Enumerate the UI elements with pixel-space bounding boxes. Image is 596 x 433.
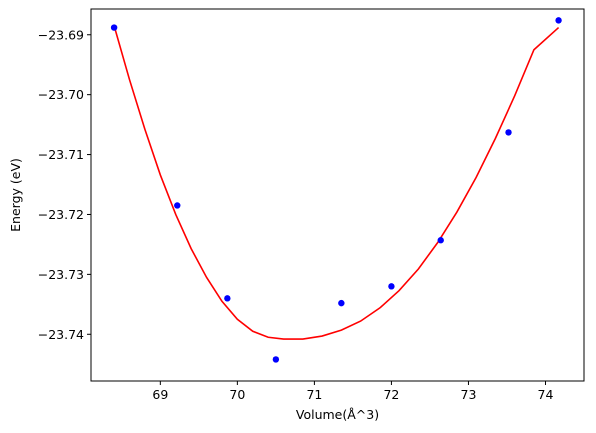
x-tick-label: 73	[461, 387, 477, 402]
y-tick-label: −23.72	[38, 207, 84, 222]
x-axis-ticks: 69 70 71 72 73 74	[152, 381, 553, 402]
x-tick-label: 70	[229, 387, 245, 402]
data-point	[174, 202, 181, 209]
fitted-curve-line	[113, 25, 560, 340]
axes-frame	[90, 8, 585, 382]
y-axis-ticks: −23.69 −23.70 −23.71 −23.72 −23.73 −23.74	[38, 27, 91, 342]
plot-area	[110, 17, 562, 363]
data-point	[388, 283, 395, 290]
x-tick-label: 74	[538, 387, 554, 402]
data-points-layer	[110, 17, 562, 363]
y-tick-label: −23.73	[38, 267, 84, 282]
x-tick-label: 71	[306, 387, 322, 402]
data-point	[505, 129, 512, 136]
data-point	[272, 356, 280, 363]
data-point	[555, 17, 562, 24]
x-axis-label: Volume(Å^3)	[296, 407, 379, 422]
y-tick-label: −23.69	[38, 27, 84, 42]
data-point	[224, 295, 231, 302]
y-tick-label: −23.74	[38, 327, 84, 342]
x-tick-label: 72	[383, 387, 399, 402]
y-tick-label: −23.71	[38, 147, 84, 162]
y-tick-label: −23.70	[38, 87, 84, 102]
data-point	[110, 24, 118, 31]
x-tick-label: 69	[152, 387, 168, 402]
data-point	[338, 299, 345, 307]
y-axis-label: Energy (eV)	[8, 158, 23, 232]
data-point	[437, 237, 444, 244]
